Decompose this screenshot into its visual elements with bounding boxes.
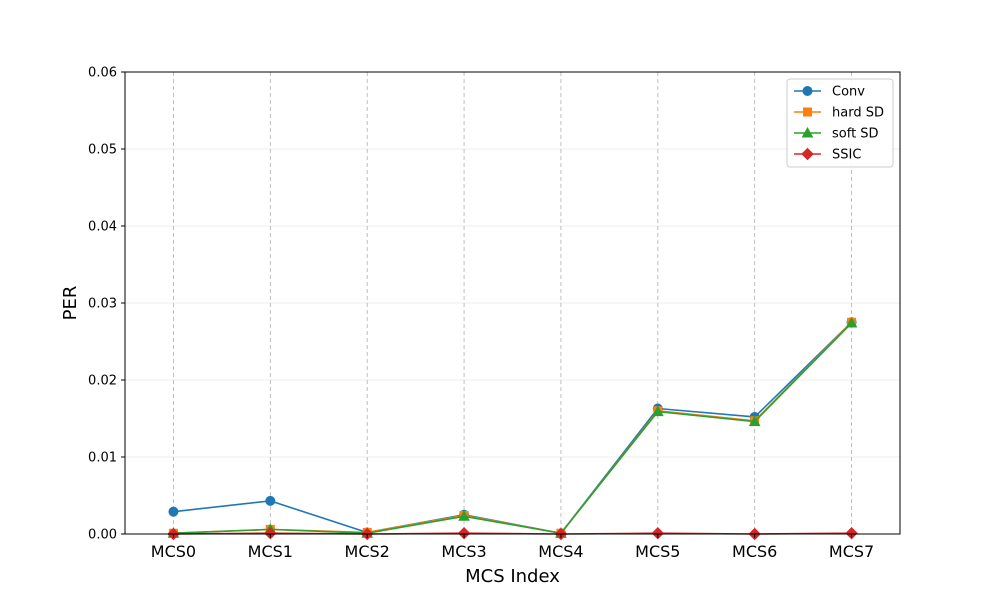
- y-tick-label: 0.05: [88, 143, 117, 158]
- data-point-ssic: [651, 527, 665, 540]
- data-point-soft-sd: [748, 415, 761, 427]
- y-tick-label: 0.06: [88, 66, 117, 81]
- legend-label-soft-sd: soft SD: [832, 127, 879, 142]
- legend-marker-hard-sd: [803, 107, 812, 117]
- y-tick-label: 0.03: [88, 297, 117, 312]
- data-point-soft-sd: [651, 405, 664, 417]
- grid-lines: [125, 71, 900, 535]
- legend: Conv hard SD soft SD SSIC: [786, 78, 894, 168]
- y-tick-label: 0.02: [88, 374, 117, 389]
- y-tick-label: 0.01: [88, 451, 117, 466]
- data-point-soft-sd: [845, 316, 858, 328]
- x-tick-label: MCS0: [151, 542, 196, 561]
- legend-label-conv: Conv: [832, 85, 865, 100]
- data-point-soft-sd: [458, 510, 470, 521]
- legend-marker-soft-sd: [801, 126, 814, 138]
- data-point-ssic: [457, 527, 471, 540]
- data-point-conv: [168, 506, 179, 517]
- x-tick-label: MCS3: [441, 542, 486, 561]
- legend-marker-ssic: [801, 147, 814, 161]
- data-point-ssic: [264, 527, 277, 540]
- x-tick-label: MCS7: [829, 542, 874, 561]
- data-point-conv: [265, 495, 276, 506]
- x-tick-label: MCS6: [732, 542, 777, 561]
- x-tick-label: MCS2: [345, 542, 390, 561]
- x-tick-label: MCS1: [248, 542, 293, 561]
- series-conv: [168, 317, 857, 539]
- y-tick-label: 0.04: [88, 220, 117, 235]
- legend-box: [786, 78, 894, 168]
- axes: 0.00 0.01 0.02 0.03 0.04 0.05 0.06 MCS0 MCS1 MCS2…: [88, 66, 874, 562]
- x-tick-label: MCS4: [538, 542, 583, 561]
- legend-label-hard-sd: hard SD: [832, 106, 884, 121]
- series-line-soft-sd: [173, 322, 853, 535]
- x-axis-title: MCS Index: [465, 566, 560, 587]
- x-tick-label: MCS5: [635, 542, 680, 561]
- legend-marker-conv: [802, 86, 813, 96]
- data-point-ssic: [845, 527, 858, 540]
- y-tick-label: 0.00: [88, 528, 117, 543]
- legend-label-ssic: SSIC: [832, 148, 861, 163]
- y-axis-title: PER: [60, 286, 81, 321]
- series-layer: [167, 316, 858, 541]
